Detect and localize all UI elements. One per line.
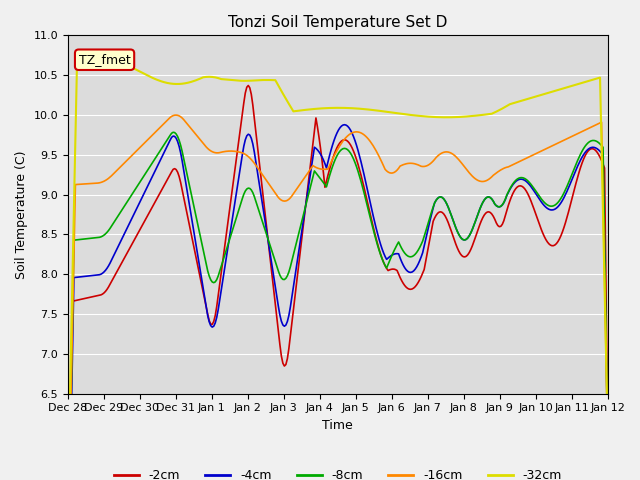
-16cm <box>604 434 611 440</box>
Line: -4cm: -4cm <box>68 125 607 480</box>
-16cm <box>575 130 583 136</box>
-32cm <box>575 81 583 87</box>
-8cm <box>253 203 261 209</box>
-16cm <box>253 165 261 170</box>
-2cm <box>253 142 261 148</box>
-4cm <box>225 239 232 245</box>
-16cm <box>172 112 180 118</box>
-8cm <box>170 130 177 135</box>
-2cm <box>130 238 138 243</box>
-4cm <box>604 437 611 443</box>
-2cm <box>604 416 611 421</box>
-4cm <box>340 122 348 128</box>
X-axis label: Time: Time <box>323 419 353 432</box>
Title: Tonzi Soil Temperature Set D: Tonzi Soil Temperature Set D <box>228 15 447 30</box>
-8cm <box>575 155 583 160</box>
Line: -32cm: -32cm <box>68 60 607 480</box>
-16cm <box>227 148 234 154</box>
-32cm <box>253 77 261 83</box>
-32cm <box>100 57 108 63</box>
-4cm <box>300 214 308 220</box>
-8cm <box>301 204 309 210</box>
-32cm <box>301 107 309 113</box>
-2cm <box>301 205 309 211</box>
Line: -16cm: -16cm <box>68 115 607 480</box>
-4cm <box>575 160 583 166</box>
-2cm <box>244 83 252 88</box>
-32cm <box>604 421 611 427</box>
-2cm <box>575 169 583 175</box>
-4cm <box>252 159 260 165</box>
-16cm <box>130 150 138 156</box>
Line: -2cm: -2cm <box>68 85 607 480</box>
-32cm <box>244 78 252 84</box>
-8cm <box>227 234 234 240</box>
Line: -8cm: -8cm <box>68 132 607 480</box>
-16cm <box>301 174 309 180</box>
-32cm <box>227 77 234 83</box>
-4cm <box>130 211 138 217</box>
-32cm <box>132 66 140 72</box>
-16cm <box>244 154 252 159</box>
-8cm <box>130 188 138 194</box>
-8cm <box>604 432 611 438</box>
-8cm <box>244 185 252 191</box>
-4cm <box>243 133 251 139</box>
Text: TZ_fmet: TZ_fmet <box>79 53 131 66</box>
Legend: -2cm, -4cm, -8cm, -16cm, -32cm: -2cm, -4cm, -8cm, -16cm, -32cm <box>109 464 567 480</box>
Y-axis label: Soil Temperature (C): Soil Temperature (C) <box>15 150 28 279</box>
-2cm <box>225 213 232 219</box>
-2cm <box>243 84 251 90</box>
